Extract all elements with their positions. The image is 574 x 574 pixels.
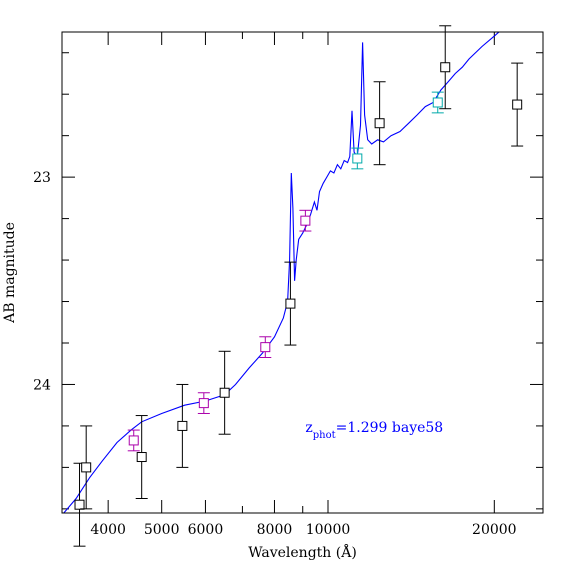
square-marker (81, 462, 92, 473)
axis-ticks (62, 32, 543, 513)
square-marker (177, 420, 188, 431)
square-marker (136, 452, 147, 463)
square-marker (219, 387, 230, 398)
square-marker (300, 215, 311, 226)
data-point (259, 336, 272, 359)
data-point (135, 415, 148, 499)
data-point (431, 91, 444, 114)
square-marker (432, 97, 443, 108)
annotation-z: z (305, 420, 312, 436)
x-axis-title: Wavelength (Å) (248, 543, 357, 561)
tick-labels-group: 4000 5000 6000 8000 10000 20000 23 24 (33, 170, 516, 538)
x-tick-label: 4000 (90, 522, 126, 538)
data-point (351, 147, 364, 170)
square-marker (128, 435, 139, 446)
data-point (511, 62, 524, 147)
data-point (80, 425, 93, 510)
plot-frame (61, 31, 544, 514)
x-tick-label: 6000 (188, 522, 224, 538)
annotation-subscript: phot (313, 430, 336, 441)
y-tick-label: 24 (33, 377, 51, 393)
square-marker (74, 499, 85, 510)
data-point (299, 209, 312, 232)
square-marker (512, 99, 523, 110)
square-marker (260, 342, 271, 353)
photometric-redshift-annotation: zphot=1.299 baye58 (305, 420, 443, 441)
y-axis-title: AB magnitude (2, 222, 18, 324)
square-marker (374, 118, 385, 129)
square-marker (198, 398, 209, 409)
data-point (373, 81, 386, 166)
square-marker (352, 153, 363, 164)
data-point (197, 392, 210, 414)
x-tick-label: 20000 (472, 522, 517, 538)
data-point (284, 261, 297, 346)
y-tick-label: 23 (33, 170, 51, 186)
x-tick-label: 10000 (306, 522, 351, 538)
x-tick-label: 8000 (257, 522, 293, 538)
data-points-group (73, 25, 524, 547)
square-marker (285, 298, 296, 309)
x-tick-label: 5000 (144, 522, 180, 538)
data-point (439, 25, 452, 110)
data-point (127, 429, 140, 452)
square-marker (440, 62, 451, 73)
data-point (176, 383, 189, 468)
annotation-value: =1.299 baye58 (336, 420, 444, 436)
data-point (218, 350, 231, 435)
